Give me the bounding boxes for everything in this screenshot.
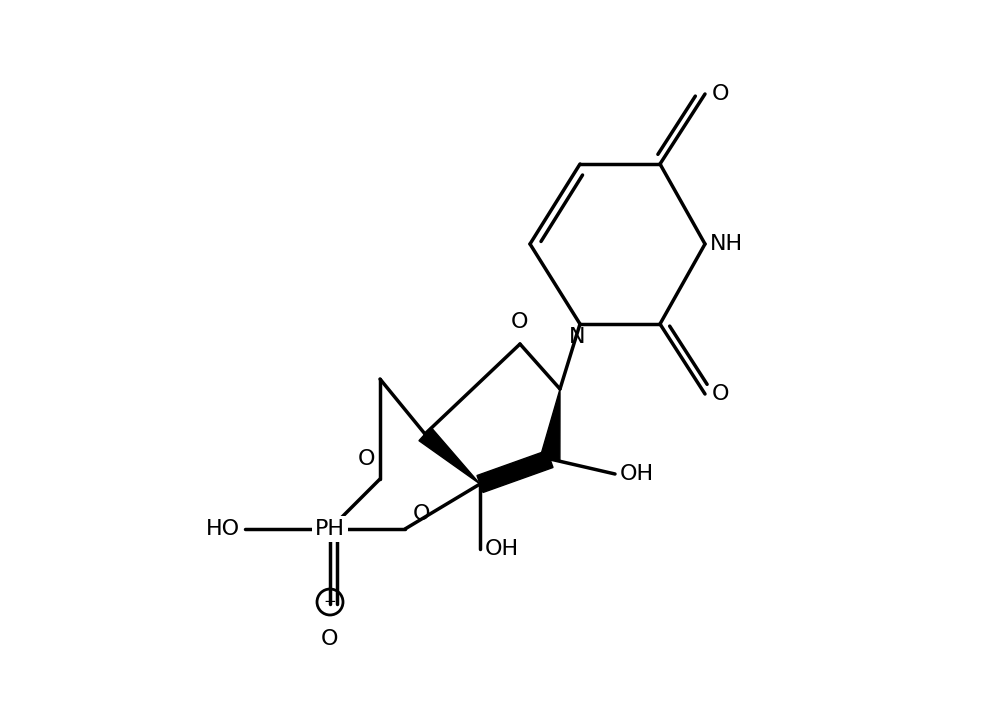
Text: O: O bbox=[712, 84, 730, 104]
Text: N: N bbox=[569, 327, 585, 347]
Text: −: − bbox=[324, 595, 336, 610]
Text: O: O bbox=[511, 312, 529, 332]
Text: NH: NH bbox=[710, 234, 743, 254]
Text: O: O bbox=[358, 449, 375, 469]
Text: O: O bbox=[712, 384, 730, 404]
Polygon shape bbox=[540, 389, 560, 460]
Text: O: O bbox=[413, 504, 430, 524]
Polygon shape bbox=[477, 450, 553, 493]
Polygon shape bbox=[419, 428, 480, 484]
Text: OH: OH bbox=[620, 464, 654, 484]
Text: PH: PH bbox=[315, 519, 345, 539]
Text: OH: OH bbox=[485, 539, 519, 559]
Text: O: O bbox=[321, 629, 339, 649]
Text: HO: HO bbox=[206, 519, 240, 539]
